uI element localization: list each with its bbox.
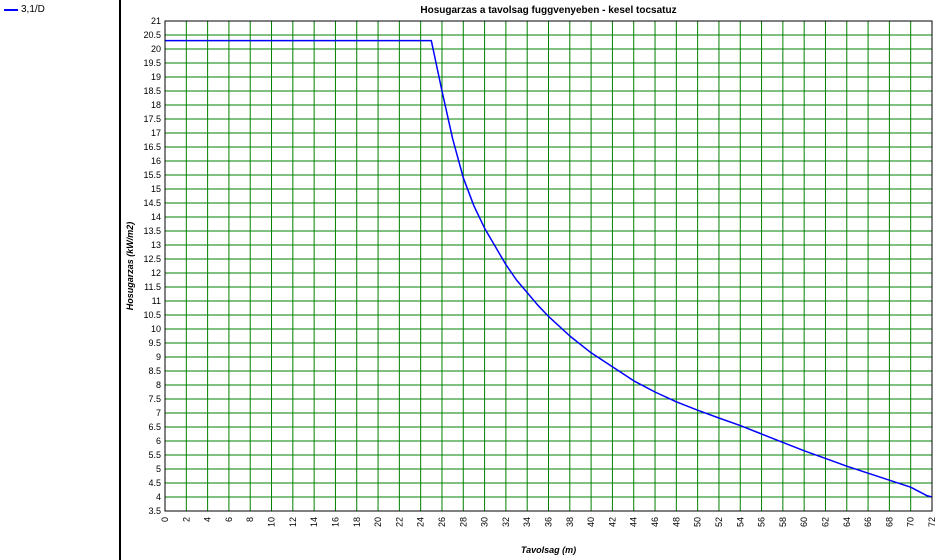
y-tick-label: 13.5: [143, 226, 161, 236]
x-tick-label: 34: [522, 517, 532, 527]
x-tick-label: 72: [927, 517, 937, 527]
series-line: [165, 39, 933, 498]
y-tick-label: 12: [151, 268, 161, 278]
y-tick-label: 12.5: [143, 254, 161, 264]
y-tick-label: 15.5: [143, 170, 161, 180]
y-tick-label: 20.5: [143, 30, 161, 40]
y-tick-label: 21: [151, 16, 161, 26]
x-tick-label: 30: [480, 517, 490, 527]
y-tick-label: 5: [156, 464, 161, 474]
x-tick-label: 42: [607, 517, 617, 527]
y-tick-label: 11: [152, 296, 161, 306]
x-tick-label: 44: [629, 517, 639, 527]
y-tick-label: 18.5: [143, 86, 161, 96]
grid: [164, 20, 933, 512]
x-tick-label: 14: [309, 517, 319, 527]
x-tick-label: 56: [757, 517, 767, 527]
y-tick-label: 19: [151, 72, 161, 82]
y-tick-label: 3.5: [148, 506, 161, 516]
x-tick-label: 64: [842, 517, 852, 527]
y-tick-label: 17.5: [143, 114, 161, 124]
x-tick-label: 52: [714, 517, 724, 527]
series-layer: [165, 39, 933, 498]
y-tick-label: 4.5: [148, 478, 161, 488]
line-chart: Hosugarzas a tavolsag fuggvenyeben - kes…: [125, 5, 937, 555]
y-tick-label: 8: [156, 380, 161, 390]
y-tick-label: 6.5: [148, 422, 161, 432]
legend-swatch: [4, 8, 18, 11]
x-tick-label: 36: [544, 517, 554, 527]
x-tick-label: 4: [203, 517, 213, 522]
legend-item[interactable]: 3,1/D: [4, 4, 45, 15]
y-tick-label: 15: [151, 184, 161, 194]
x-tick-label: 46: [650, 517, 660, 527]
y-tick-label: 19.5: [143, 58, 161, 68]
y-tick-label: 5.5: [148, 450, 161, 460]
plot-frame: [164, 20, 933, 512]
x-tick-label: 32: [501, 517, 511, 527]
x-tick-label: 22: [394, 517, 404, 527]
x-tick-label: 18: [352, 517, 362, 527]
legend-label: 3,1/D: [21, 4, 45, 15]
y-tick-label: 8.5: [148, 366, 161, 376]
x-tick-label: 48: [671, 517, 681, 527]
x-tick-label: 38: [565, 517, 575, 527]
y-tick-label: 7.5: [148, 394, 161, 404]
x-tick-label: 10: [267, 517, 277, 527]
x-tick-label: 2: [181, 517, 191, 522]
x-tick-label: 24: [416, 517, 426, 527]
x-tick-label: 20: [373, 517, 383, 527]
y-tick-label: 6: [156, 436, 161, 446]
y-tick-label: 16.5: [143, 142, 161, 152]
y-tick-label: 17: [151, 128, 161, 138]
tick-labels: 0 2 4 6 8 10 12 14 16 18 20 22 24 26 28 30 32 34 36 38 40 42 4…: [143, 16, 937, 527]
y-tick-label: 13: [151, 240, 161, 250]
y-tick-label: 10.5: [143, 310, 161, 320]
y-tick-label: 14: [151, 212, 161, 222]
x-tick-label: 0: [160, 517, 170, 522]
chart-area: Hosugarzas a tavolsag fuggvenyeben - kes…: [123, 0, 945, 560]
x-tick-label: 70: [906, 517, 916, 527]
y-tick-label: 10: [151, 324, 161, 334]
x-tick-label: 26: [437, 517, 447, 527]
x-tick-label: 54: [735, 517, 745, 527]
x-tick-label: 12: [288, 517, 298, 527]
y-tick-label: 20: [151, 44, 161, 54]
x-tick-label: 58: [778, 517, 788, 527]
y-tick-label: 11.5: [144, 282, 161, 292]
x-tick-label: 40: [586, 517, 596, 527]
x-tick-label: 60: [799, 517, 809, 527]
x-tick-label: 50: [693, 517, 703, 527]
y-tick-label: 14.5: [143, 198, 161, 208]
x-tick-label: 16: [330, 517, 340, 527]
y-tick-label: 7: [156, 408, 161, 418]
y-tick-label: 4: [156, 492, 161, 502]
chart-title: Hosugarzas a tavolsag fuggvenyeben - kes…: [420, 5, 676, 16]
legend-panel: 3,1/D: [0, 0, 121, 560]
y-tick-label: 9: [156, 352, 161, 362]
y-tick-label: 18: [151, 100, 161, 110]
x-tick-label: 28: [458, 517, 468, 527]
x-tick-label: 6: [224, 517, 234, 522]
y-tick-label: 9.5: [148, 338, 161, 348]
x-tick-label: 66: [863, 517, 873, 527]
x-axis-title: Tavolsag (m): [521, 545, 576, 555]
y-tick-label: 16: [151, 156, 161, 166]
x-tick-label: 68: [884, 517, 894, 527]
x-tick-label: 8: [245, 517, 255, 522]
y-axis-title: Hosugarzas (kW/m2): [125, 222, 135, 311]
x-tick-label: 62: [820, 517, 830, 527]
